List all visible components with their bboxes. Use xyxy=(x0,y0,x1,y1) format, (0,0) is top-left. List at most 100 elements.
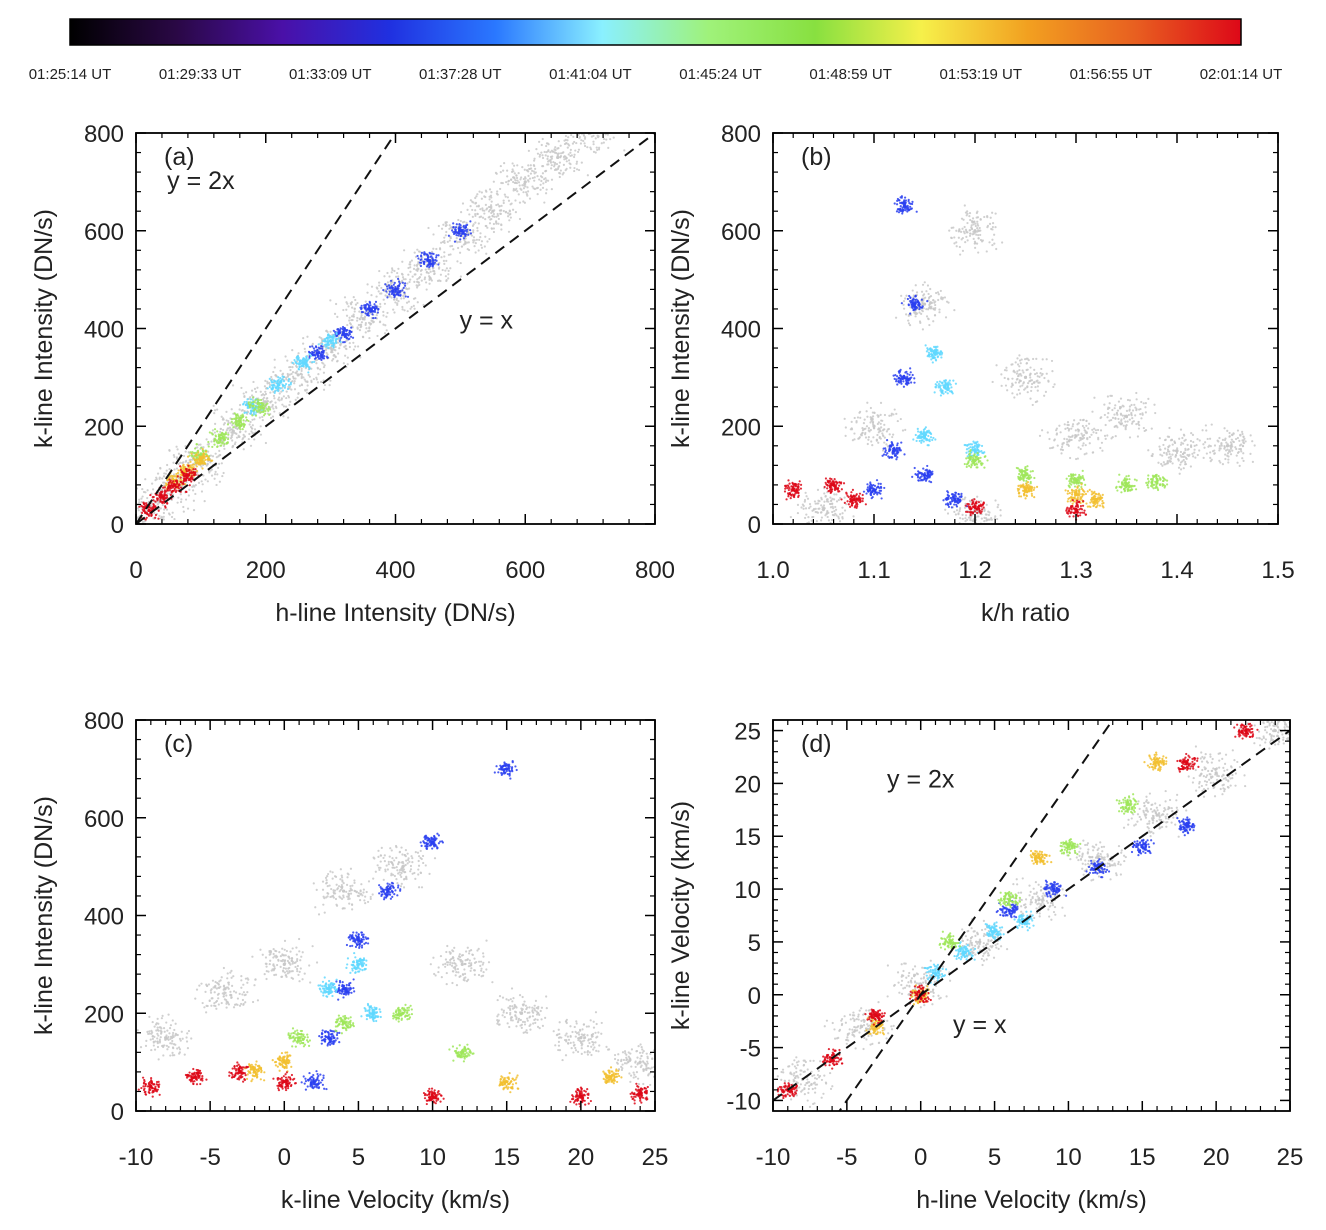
scatter-dot xyxy=(368,312,372,315)
scatter-dot xyxy=(300,367,303,371)
scatter-dot xyxy=(230,408,233,411)
colorbar-tick-label: 01:37:28 UT xyxy=(419,66,502,83)
scatter-dot xyxy=(289,368,292,372)
scatter-dot xyxy=(206,443,209,446)
scatter-dot xyxy=(333,312,337,315)
colorbar-tick-label: 01:56:55 UT xyxy=(1070,66,1153,83)
scatter-dot xyxy=(263,385,266,388)
scatter-dot xyxy=(197,443,200,446)
scatter-dot xyxy=(279,369,282,372)
scatter-dot xyxy=(211,429,215,432)
scatter-dot xyxy=(140,500,143,504)
scatter-dot xyxy=(294,398,297,401)
scatter-dot xyxy=(383,302,386,305)
scatter-dot xyxy=(272,407,275,410)
scatter-dot xyxy=(282,405,286,408)
scatter-dot xyxy=(176,448,179,451)
scatter-dot xyxy=(167,512,171,515)
scatter-dot xyxy=(213,477,216,480)
scatter-dot xyxy=(292,377,295,380)
scatter-dot xyxy=(161,517,164,520)
scatter-dot xyxy=(415,286,419,289)
scatter-dot xyxy=(208,471,211,474)
scatter-dot xyxy=(291,371,295,374)
scatter-dot xyxy=(297,352,300,355)
scatter-dot xyxy=(226,427,229,430)
scatter-dot xyxy=(364,322,367,325)
scatter-dot xyxy=(405,301,409,304)
scatter-dot xyxy=(242,448,245,451)
scatter-dot xyxy=(298,384,302,387)
scatter-dot xyxy=(296,396,299,399)
scatter-dot xyxy=(383,275,386,278)
scatter-dot xyxy=(346,356,349,359)
scatter-dot xyxy=(359,326,362,329)
scatter-dot xyxy=(284,376,288,379)
scatter-dot xyxy=(291,366,294,369)
scatter-dot xyxy=(354,345,357,348)
scatter-dot xyxy=(266,382,269,385)
scatter-dot xyxy=(222,444,225,448)
scatter-dot xyxy=(293,380,296,383)
scatter-dot xyxy=(175,456,179,459)
scatter-dot xyxy=(352,348,356,351)
scatter-dot xyxy=(264,390,267,393)
scatter-dot xyxy=(367,330,370,333)
scatter-dot xyxy=(315,376,318,379)
scatter-dot xyxy=(278,392,281,395)
scatter-dot xyxy=(231,439,234,442)
scatter-dot xyxy=(259,425,262,428)
scatter-dot xyxy=(264,379,267,383)
scatter-dot xyxy=(161,503,164,507)
scatter-dot xyxy=(136,516,140,519)
scatter-dot xyxy=(310,379,313,382)
scatter-dot xyxy=(146,489,149,492)
scatter-dot xyxy=(242,392,245,395)
scatter-dot xyxy=(350,315,354,318)
scatter-dot xyxy=(359,323,362,326)
scatter-dot xyxy=(350,318,353,322)
scatter-dot xyxy=(349,323,353,326)
scatter-dot xyxy=(278,412,281,415)
scatter-dot xyxy=(406,310,409,313)
scatter-dot xyxy=(370,319,373,322)
scatter-dot xyxy=(334,345,337,349)
scatter-dot xyxy=(382,323,385,326)
scatter-dot xyxy=(249,396,252,399)
scatter-dot xyxy=(364,323,367,327)
scatter-dot xyxy=(184,498,188,501)
scatter-dot xyxy=(294,377,297,380)
scatter-dot xyxy=(161,477,164,480)
scatter-dot xyxy=(168,468,171,471)
scatter-dot xyxy=(342,362,345,365)
scatter-dot xyxy=(253,418,256,421)
scatter-dot xyxy=(222,471,225,475)
scatter-dot xyxy=(346,363,349,366)
scatter-dot xyxy=(175,467,179,470)
scatter-dot xyxy=(378,281,381,284)
scatter-dot xyxy=(206,480,209,483)
scatter-dot xyxy=(272,394,276,397)
scatter-dot xyxy=(305,391,309,394)
scatter-dot xyxy=(144,478,147,481)
scatter-dot xyxy=(168,449,171,452)
colorbar-tick-label: 01:41:04 UT xyxy=(549,66,632,83)
scatter-dot xyxy=(192,484,195,487)
scatter-dot xyxy=(390,271,393,274)
scatter-dot xyxy=(218,449,221,452)
scatter-dot xyxy=(213,409,217,412)
scatter-dot xyxy=(238,403,242,407)
scatter-dot xyxy=(273,366,276,369)
scatter-dot xyxy=(264,441,268,445)
scatter-dot xyxy=(253,428,257,431)
scatter-dot xyxy=(249,444,253,447)
scatter-dot xyxy=(382,310,385,313)
data-point xyxy=(296,373,300,377)
scatter-dot xyxy=(356,345,360,348)
scatter-dot xyxy=(187,494,190,497)
scatter-dot xyxy=(245,391,248,394)
scatter-dot xyxy=(266,380,269,383)
scatter-dot xyxy=(233,442,236,446)
scatter-dot xyxy=(192,509,196,512)
scatter-dot xyxy=(352,341,355,344)
